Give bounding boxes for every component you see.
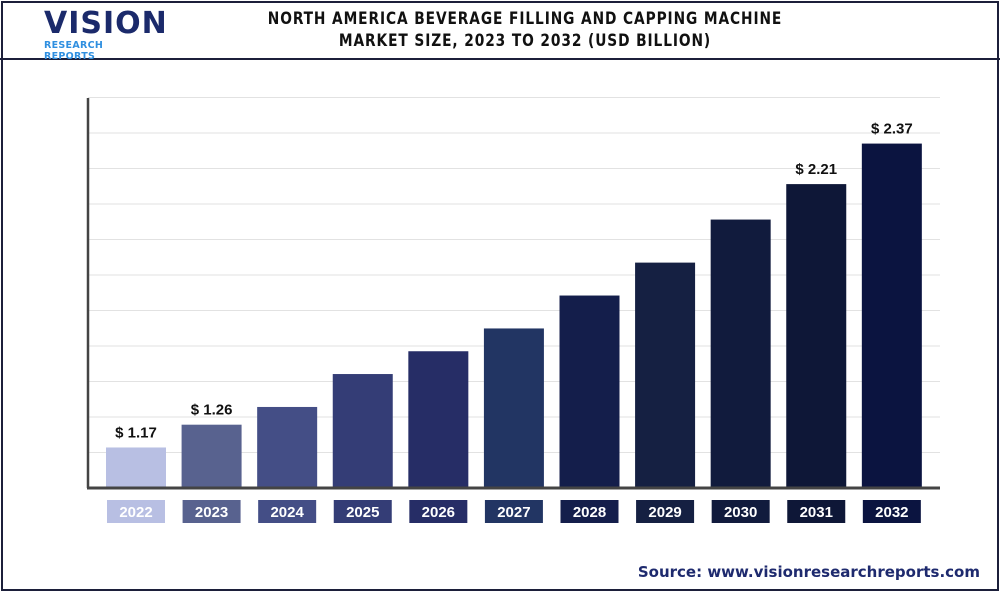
tick-box-2025 bbox=[333, 500, 392, 523]
tick-label-2027: 2027 bbox=[497, 504, 530, 521]
logo-main-text: VISION bbox=[44, 6, 168, 41]
tick-label-2026: 2026 bbox=[422, 504, 455, 521]
bar-2030 bbox=[710, 219, 771, 488]
tick-box-2031 bbox=[787, 500, 846, 523]
bar-2026 bbox=[408, 351, 469, 488]
data-label-2032: $ 2.37 bbox=[871, 121, 913, 138]
bar-2024 bbox=[257, 406, 318, 488]
data-label-2031: $ 2.21 bbox=[795, 161, 837, 178]
bar-2023 bbox=[181, 424, 242, 488]
tick-label-2024: 2024 bbox=[270, 504, 304, 521]
tick-label-2028: 2028 bbox=[573, 504, 606, 521]
tick-label-2030: 2030 bbox=[724, 504, 757, 521]
bar-2029 bbox=[635, 262, 696, 488]
logo-sub-text: RESEARCH REPORTS bbox=[44, 40, 104, 62]
chart-title: NORTH AMERICA BEVERAGE FILLING AND CAPPI… bbox=[267, 9, 783, 51]
data-label-2023: $ 1.26 bbox=[191, 402, 233, 419]
tick-label-2029: 2029 bbox=[648, 504, 681, 521]
tick-box-2032 bbox=[862, 500, 921, 523]
bar-2032 bbox=[861, 143, 922, 488]
tick-label-2032: 2032 bbox=[875, 504, 908, 521]
tick-box-2023 bbox=[182, 500, 241, 523]
tick-label-2025: 2025 bbox=[346, 504, 379, 521]
data-label-2022: $ 1.17 bbox=[115, 424, 157, 441]
vision-research-reports-logo: VISION RESEARCH REPORTS bbox=[44, 6, 168, 63]
header-divider bbox=[0, 58, 1000, 60]
bar-2031 bbox=[786, 184, 847, 489]
tick-label-2031: 2031 bbox=[800, 504, 833, 521]
tick-box-2030 bbox=[711, 500, 770, 523]
bar-2027 bbox=[483, 328, 544, 488]
bar-2025 bbox=[332, 374, 393, 488]
tick-box-2026 bbox=[409, 500, 468, 523]
tick-label-2023: 2023 bbox=[195, 504, 228, 521]
tick-box-2028 bbox=[560, 500, 619, 523]
bar-2022 bbox=[106, 447, 166, 488]
bar-2028 bbox=[559, 295, 620, 488]
tick-label-2022: 2022 bbox=[119, 504, 152, 521]
tick-box-2029 bbox=[636, 500, 695, 523]
tick-box-2022 bbox=[107, 500, 165, 523]
tick-box-2024 bbox=[258, 500, 317, 523]
tick-box-2027 bbox=[484, 500, 543, 523]
source-text: Source: www.visionresearchreports.com bbox=[637, 563, 980, 581]
